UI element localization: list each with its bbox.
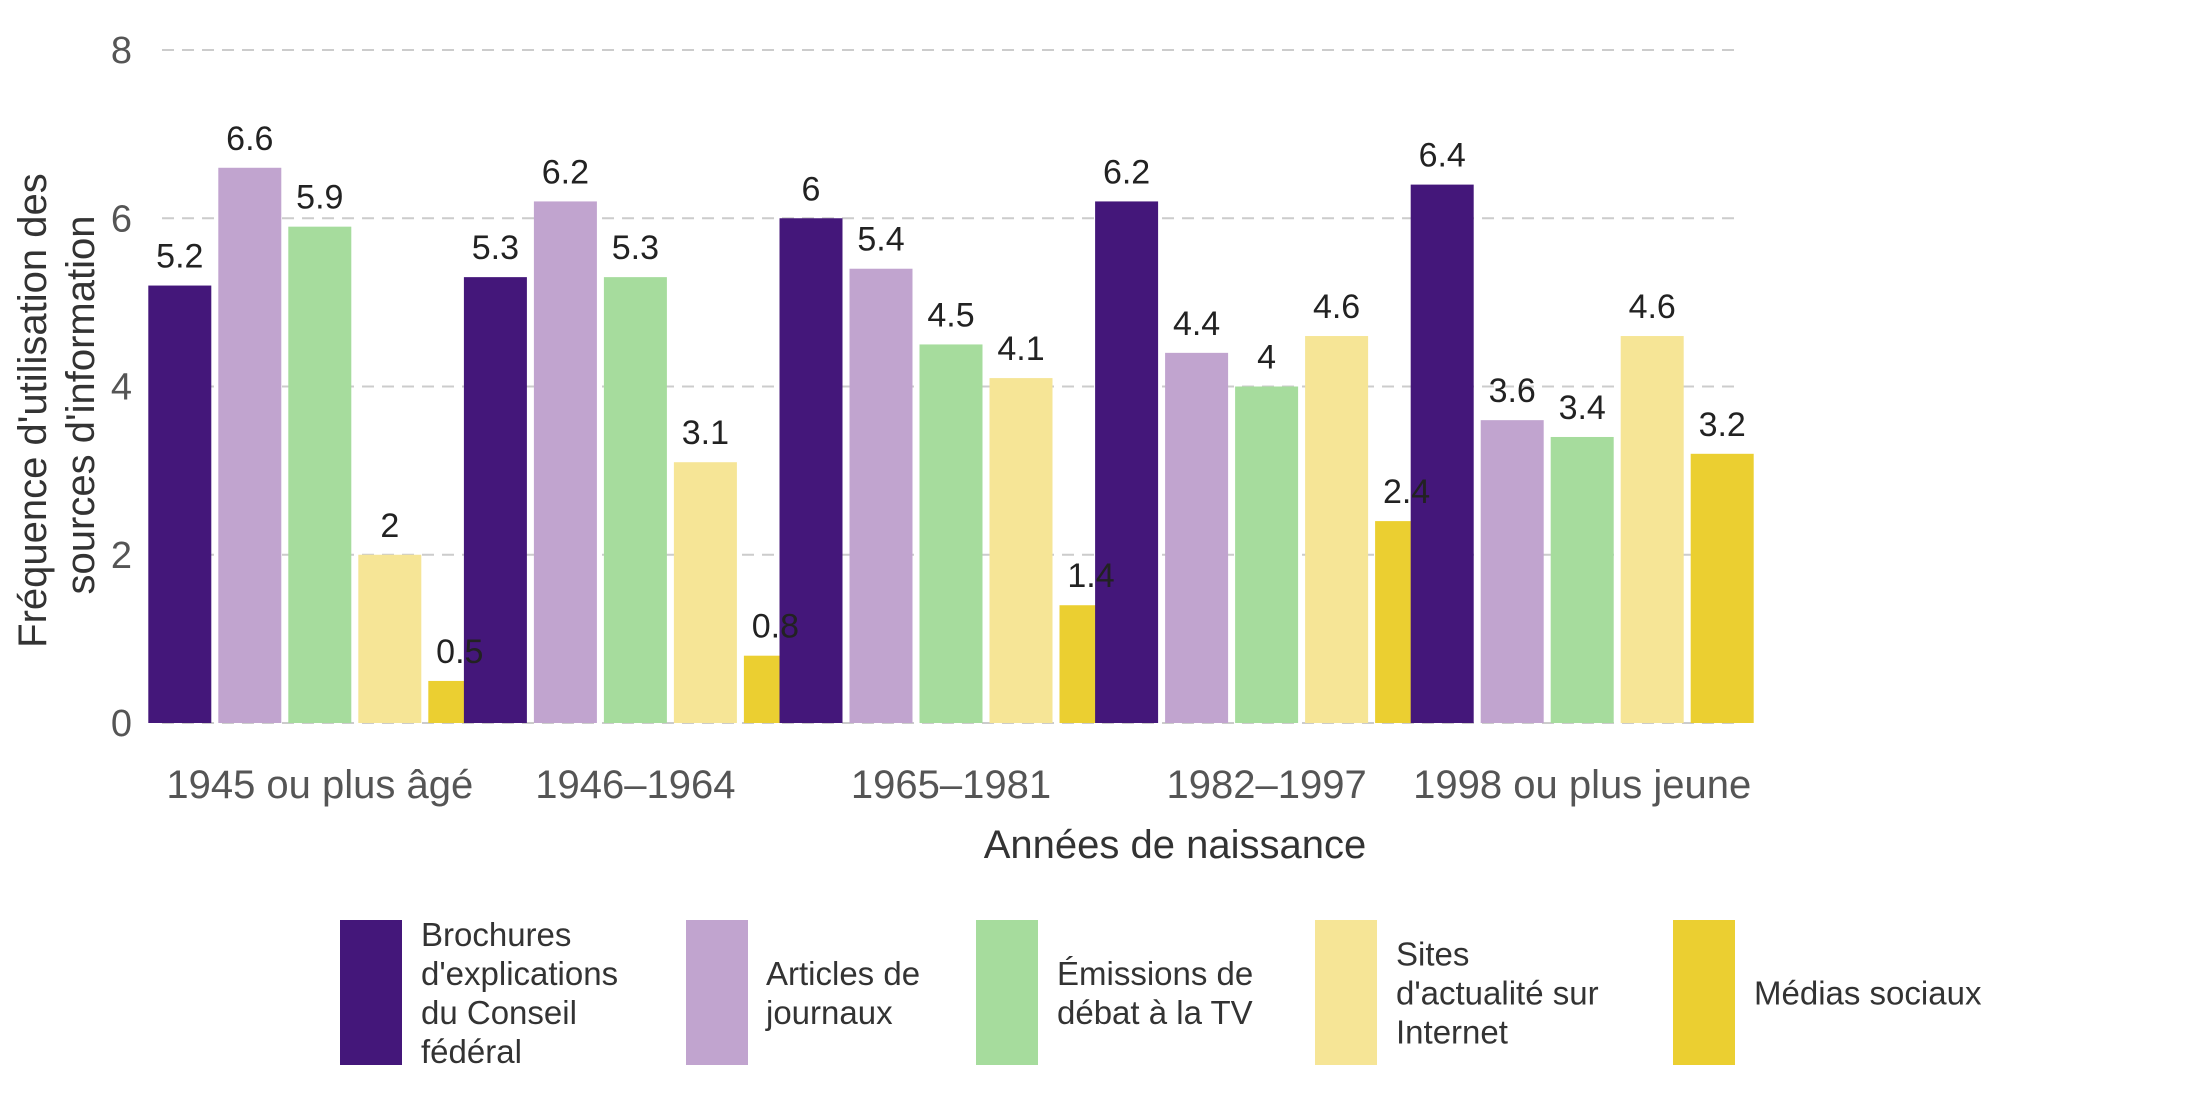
- legend-item: Articles de journaux: [686, 920, 920, 1065]
- bar: [288, 226, 352, 723]
- legend-label: Médias sociaux: [1754, 975, 1982, 1012]
- x-tick-label: 1945 ou plus âgé: [166, 763, 473, 807]
- bar: [1550, 436, 1614, 723]
- legend-label: Brochures d'explications du Conseil fédéral: [421, 916, 618, 1070]
- legend-label-line: Sites: [1396, 936, 1469, 973]
- data-label: 2.4: [1383, 473, 1430, 511]
- legend-swatch: [1673, 920, 1735, 1065]
- x-axis-title: Années de naissance: [984, 823, 1367, 867]
- data-label: 5.2: [156, 238, 203, 276]
- bar: [779, 218, 843, 723]
- data-label: 3.6: [1489, 372, 1536, 410]
- bar: [1235, 386, 1299, 723]
- bar: [218, 167, 282, 723]
- bar: [1165, 352, 1229, 723]
- y-tick-label: 0: [111, 703, 132, 745]
- bar: [533, 201, 597, 724]
- legend-label-line: Internet: [1396, 1014, 1508, 1051]
- data-label: 6.4: [1419, 137, 1466, 175]
- data-label: 6.2: [542, 153, 589, 191]
- data-label: 4.6: [1313, 288, 1360, 326]
- y-tick-label: 6: [111, 198, 132, 240]
- legend-swatch: [340, 920, 402, 1065]
- legend-item: Médias sociaux: [1673, 920, 1982, 1065]
- bar: [1410, 184, 1474, 724]
- bar: [673, 462, 737, 723]
- legend-swatch: [1315, 920, 1377, 1065]
- y-tick-label: 8: [111, 30, 132, 72]
- data-label: 5.3: [612, 229, 659, 267]
- legend-item: Sites d'actualité sur Internet: [1315, 920, 1599, 1065]
- y-axis-title-line: sources d'information: [59, 216, 103, 595]
- data-label: 5.3: [472, 229, 519, 267]
- x-axis-ticks: 1945 ou plus âgé 1946–1964 1965–1981 1982–1…: [166, 763, 1751, 807]
- bar: [1690, 453, 1754, 723]
- data-label: 4: [1257, 339, 1276, 377]
- legend-label-line: d'actualité sur: [1396, 975, 1599, 1012]
- legend-label-line: Brochures: [421, 916, 571, 953]
- y-axis-ticks: 0 2 4 6 8: [111, 30, 132, 745]
- bar: [1095, 201, 1159, 724]
- legend-label-line: Médias sociaux: [1754, 975, 1982, 1012]
- data-label: 3.1: [682, 414, 729, 452]
- bar: [358, 554, 422, 723]
- value-labels: 5.2 6.6 5.9 2 0.5 5.3 6.2 5.3 3.1 0.8 6 5.4 4.5 4.1 1.…: [156, 120, 1746, 671]
- bar: [1480, 420, 1544, 723]
- bars: [148, 167, 1754, 724]
- data-label: 4.6: [1629, 288, 1676, 326]
- legend-label: Sites d'actualité sur Internet: [1396, 936, 1599, 1051]
- bar: [148, 285, 212, 723]
- y-axis-title-line: Fréquence d'utilisation des: [11, 173, 55, 648]
- legend-label-line: du Conseil: [421, 994, 577, 1031]
- x-tick-label: 1998 ou plus jeune: [1413, 763, 1751, 807]
- legend-label-line: d'explications: [421, 955, 618, 992]
- legend-label-line: débat à la TV: [1057, 994, 1253, 1031]
- data-label: 3.2: [1699, 406, 1746, 444]
- legend-label: Émissions de débat à la TV: [1057, 955, 1253, 1031]
- x-tick-label: 1946–1964: [535, 763, 735, 807]
- bar: [919, 344, 983, 723]
- data-label: 6.2: [1103, 153, 1150, 191]
- bar: [989, 378, 1053, 723]
- data-label: 4.5: [927, 296, 974, 334]
- x-tick-label: 1982–1997: [1166, 763, 1366, 807]
- x-tick-label: 1965–1981: [851, 763, 1051, 807]
- data-label: 3.4: [1559, 389, 1606, 427]
- legend-label-line: Émissions de: [1057, 955, 1253, 992]
- legend-label-line: fédéral: [421, 1033, 522, 1070]
- bar: [463, 277, 527, 723]
- legend-label-line: Articles de: [766, 955, 920, 992]
- legend-label: Articles de journaux: [765, 955, 920, 1031]
- data-label: 2: [380, 507, 399, 545]
- legend-label-line: journaux: [765, 994, 893, 1031]
- y-axis-title: Fréquence d'utilisation des sources d'in…: [11, 162, 103, 648]
- bar: [1305, 336, 1369, 723]
- bar: [849, 268, 913, 723]
- legend-swatch: [976, 920, 1038, 1065]
- data-label: 4.4: [1173, 305, 1220, 343]
- legend-swatch: [686, 920, 748, 1065]
- bar: [1620, 336, 1684, 723]
- data-label: 0.8: [752, 608, 799, 646]
- legend: Brochures d'explications du Conseil fédéral…: [340, 916, 1982, 1070]
- bar: [603, 277, 667, 723]
- data-label: 5.4: [857, 221, 904, 259]
- data-label: 4.1: [997, 330, 1044, 368]
- y-tick-label: 2: [111, 535, 132, 577]
- data-label: 5.9: [296, 179, 343, 217]
- data-label: 0.5: [436, 633, 483, 671]
- data-label: 6: [802, 170, 821, 208]
- data-label: 6.6: [226, 120, 273, 158]
- legend-item: Émissions de débat à la TV: [976, 920, 1253, 1065]
- legend-item: Brochures d'explications du Conseil fédéral: [340, 916, 618, 1070]
- y-tick-label: 4: [111, 367, 132, 409]
- data-label: 1.4: [1067, 557, 1114, 595]
